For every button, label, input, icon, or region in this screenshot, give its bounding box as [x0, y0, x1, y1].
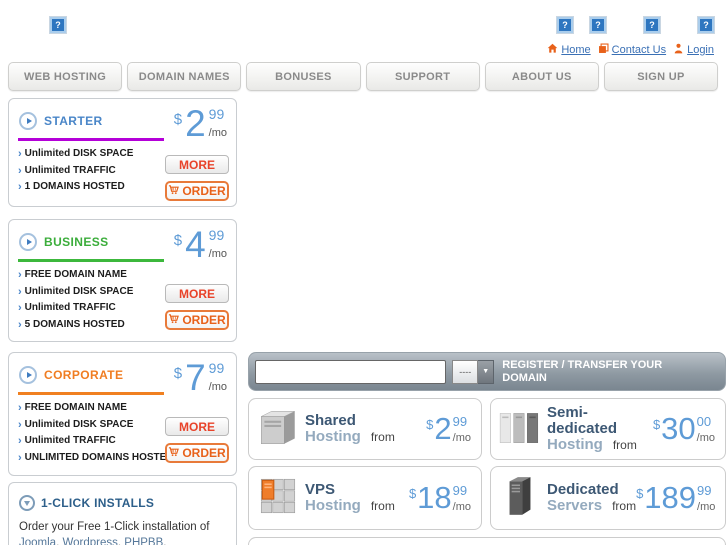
semi-dedicated-hosting-banner[interactable]: Semi-dedicated Hosting from $ 30 00/mo — [490, 398, 726, 460]
plan-feature: › UNLIMITED DOMAINS HOSTED — [18, 451, 174, 464]
broken-logo-image-icon: ? — [49, 16, 67, 34]
tld-select-value: ---- — [452, 359, 479, 384]
header-quick-links: Home Contact Us Login — [547, 43, 714, 57]
plan-card-corporate: CORPORATE $ 7 99 /mo › FREE DOMAIN NAME ›… — [8, 352, 237, 476]
shared-server-icon — [255, 405, 301, 454]
product-title: Shared — [305, 412, 356, 429]
plan-underline — [18, 138, 164, 141]
home-link-label: Home — [561, 44, 591, 56]
product-title: Dedicated — [547, 481, 619, 498]
product-from-label: from — [370, 499, 395, 513]
contact-us-link-label: Contact Us — [611, 44, 667, 56]
semi-dedicated-servers-icon — [497, 405, 543, 454]
nav-support[interactable]: SUPPORT — [365, 62, 480, 91]
phpbb-link[interactable]: PHPBB — [124, 537, 164, 545]
partially-visible-content-box — [248, 537, 726, 545]
nav-sign-up[interactable]: SIGN UP — [603, 62, 719, 91]
plan-features: › FREE DOMAIN NAME › Unlimited DISK SPACE … — [9, 400, 236, 466]
nav-bonuses[interactable]: BONUSES — [246, 62, 361, 91]
more-button[interactable]: MORE — [165, 155, 229, 174]
plan-underline — [18, 259, 164, 262]
plan-feature: › Unlimited DISK SPACE — [18, 285, 134, 298]
product-price: $ 189 99/mo — [636, 480, 716, 515]
contact-us-link[interactable]: Contact Us — [598, 43, 666, 57]
broken-social-image-icon[interactable]: ? — [589, 16, 607, 34]
arrow-circle-icon — [19, 233, 37, 251]
wordpress-link[interactable]: Wordpress — [62, 537, 118, 545]
plan-feature: › Unlimited TRAFFIC — [18, 302, 116, 314]
product-from-label: from — [612, 438, 637, 452]
plan-price: $ 4 99 /mo — [173, 224, 227, 265]
plan-feature: › 1 DOMAINS HOSTED — [18, 181, 125, 193]
order-button[interactable]: ORDER — [165, 310, 229, 330]
plan-price: $ 7 99 /mo — [173, 357, 227, 398]
more-button[interactable]: MORE — [165, 417, 229, 436]
chevron-down-icon[interactable]: ▼ — [478, 359, 495, 384]
plan-name: BUSINESS — [44, 235, 109, 249]
product-price: $ 30 00/mo — [652, 411, 715, 446]
plan-features: › FREE DOMAIN NAME › Unlimited DISK SPACE … — [9, 267, 236, 333]
product-subtitle: Hosting — [547, 436, 603, 453]
plan-underline — [18, 392, 164, 395]
product-from-label: from — [612, 499, 637, 513]
plan-feature: › Unlimited DISK SPACE — [18, 418, 134, 431]
product-subtitle: Hosting — [305, 497, 361, 514]
nav-web-hosting[interactable]: WEB HOSTING — [8, 62, 123, 91]
plan-feature: › FREE DOMAIN NAME — [18, 269, 127, 281]
product-subtitle: Hosting — [305, 428, 361, 445]
domain-bar-title: REGISTER / TRANSFER YOUR DOMAIN — [502, 358, 663, 384]
order-button[interactable]: ORDER — [165, 443, 229, 463]
home-link[interactable]: Home — [547, 43, 591, 57]
plan-name: CORPORATE — [44, 368, 124, 382]
product-price: $ 18 99/mo — [408, 480, 471, 515]
download-circle-icon — [19, 495, 35, 511]
shared-hosting-banner[interactable]: Shared Hosting from $ 2 99/mo — [248, 398, 482, 460]
login-link-label: Login — [687, 44, 714, 56]
plan-card-business: BUSINESS $ 4 99 /mo › FREE DOMAIN NAME › U… — [8, 219, 237, 342]
cart-icon — [168, 313, 180, 327]
installs-text: Order your Free 1-Click installation of … — [9, 511, 236, 545]
broken-social-image-icon[interactable]: ? — [556, 16, 574, 34]
plan-features: › Unlimited DISK SPACE › Unlimited TRAFFIC… — [9, 146, 236, 196]
domain-input[interactable] — [255, 359, 447, 384]
product-title: VPS — [305, 481, 336, 498]
plan-name: STARTER — [44, 114, 103, 128]
contact-icon — [598, 43, 609, 57]
vps-hosting-banner[interactable]: VPS Hosting from $ 18 99/mo — [248, 466, 482, 530]
installs-title: 1-CLICK INSTALLS — [41, 496, 155, 510]
broken-social-image-icon[interactable]: ? — [643, 16, 661, 34]
dedicated-servers-banner[interactable]: Dedicated Servers from $ 189 99/mo — [490, 466, 726, 530]
cart-icon — [168, 184, 180, 198]
broken-social-image-icon[interactable]: ? — [697, 16, 715, 34]
plan-feature: › 5 DOMAINS HOSTED — [18, 318, 125, 331]
joomla-link[interactable]: Joomla — [19, 537, 57, 545]
cart-icon — [168, 446, 180, 460]
domain-register-bar: ---- ▼ REGISTER / TRANSFER YOUR DOMAIN — [248, 352, 726, 391]
product-price: $ 2 99/mo — [426, 411, 471, 446]
plan-feature: › Unlimited TRAFFIC — [18, 164, 116, 177]
plan-price: $ 2 99 /mo — [173, 103, 227, 144]
tld-select[interactable]: ---- ▼ — [452, 359, 495, 384]
login-link[interactable]: Login — [673, 43, 714, 57]
more-button[interactable]: MORE — [165, 284, 229, 303]
arrow-circle-icon — [19, 112, 37, 130]
vps-cubes-icon — [255, 474, 301, 523]
arrow-circle-icon — [19, 366, 37, 384]
main-nav: WEB HOSTING DOMAIN NAMES BONUSES SUPPORT… — [8, 62, 719, 91]
plan-feature: › Unlimited DISK SPACE — [18, 148, 134, 160]
order-button[interactable]: ORDER — [165, 181, 229, 201]
plan-card-starter: STARTER $ 2 99 /mo › Unlimited DISK SPACE… — [8, 98, 237, 207]
product-from-label: from — [370, 430, 395, 444]
product-title: Semi-dedicated — [547, 404, 618, 437]
product-subtitle: Servers — [547, 497, 603, 514]
plan-feature: › Unlimited TRAFFIC — [18, 435, 116, 447]
home-icon — [547, 43, 558, 57]
one-click-installs-card: 1-CLICK INSTALLS Order your Free 1-Click… — [8, 482, 237, 545]
login-icon — [673, 43, 684, 57]
nav-about-us[interactable]: ABOUT US — [484, 62, 599, 91]
nav-domain-names[interactable]: DOMAIN NAMES — [127, 62, 242, 91]
dedicated-server-icon — [497, 474, 543, 523]
plan-feature: › FREE DOMAIN NAME — [18, 402, 127, 414]
